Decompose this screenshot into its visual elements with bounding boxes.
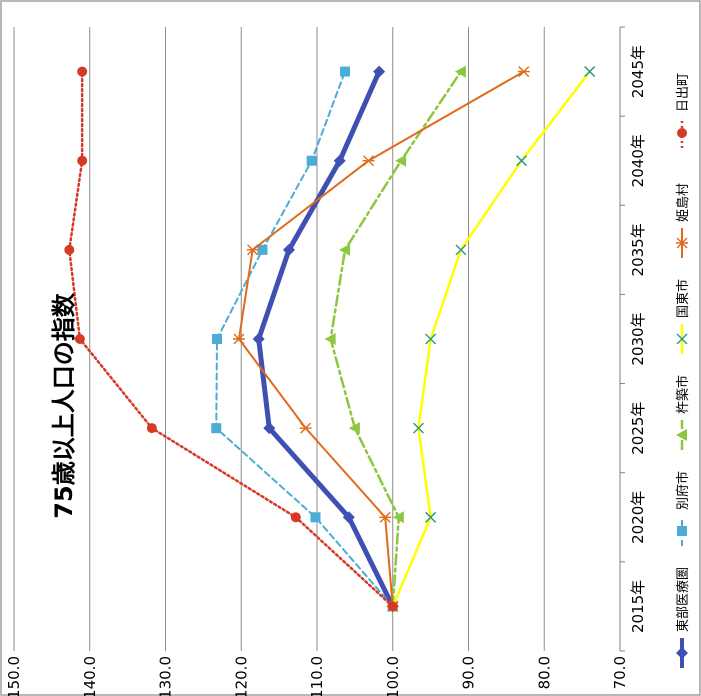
data-point (373, 65, 386, 78)
legend-label: 東部医療圏 (675, 567, 691, 632)
data-point (324, 333, 336, 345)
data-point (676, 429, 687, 441)
legend-label: 別府市 (675, 471, 691, 510)
data-point (299, 422, 312, 434)
data-point (517, 66, 530, 78)
data-point (362, 155, 375, 167)
data-point (252, 333, 265, 345)
x-tick-marks (620, 26, 625, 652)
legend-item: 東部医療圏 (675, 567, 691, 668)
data-point (677, 526, 687, 536)
y-tick-label: 130.0 (157, 656, 175, 696)
legend-item: 日出町 (676, 73, 691, 148)
data-point (212, 334, 223, 344)
x-tick-labels: 2015年 2020年 2025年 2030年 2035年 2040年 2045年 (629, 45, 647, 633)
data-point (676, 333, 688, 345)
data-point (282, 243, 295, 256)
data-point (412, 422, 425, 434)
series-group (64, 65, 596, 613)
legend-item: 国東市 (675, 279, 691, 354)
y-tick-label: 110.0 (308, 656, 326, 696)
data-point (246, 244, 259, 256)
x-tick-label: 2020年 (629, 491, 647, 544)
x-tick-label: 2025年 (629, 402, 647, 455)
data-point (340, 66, 351, 77)
data-point (263, 422, 276, 435)
data-point (211, 423, 222, 434)
data-point (310, 512, 321, 523)
data-point (77, 66, 88, 77)
legend-label: 杵築市 (675, 375, 691, 414)
data-point (232, 333, 245, 345)
y-tick-label: 120.0 (232, 656, 250, 696)
y-tick-label: 90.0 (460, 656, 478, 689)
data-point (584, 66, 596, 78)
legend-label: 国東市 (675, 279, 691, 318)
x-tick-label: 2040年 (629, 134, 647, 187)
y-tick-label: 70.0 (611, 656, 629, 689)
data-point (387, 601, 398, 612)
y-tick-label: 150.0 (5, 656, 23, 696)
data-point (306, 155, 317, 166)
legend-item: 杵築市 (675, 375, 691, 450)
data-point (348, 422, 360, 435)
series-2 (211, 66, 398, 612)
data-point (257, 244, 268, 255)
x-tick-label: 2045年 (629, 45, 647, 98)
data-point (455, 244, 467, 256)
x-tick-label: 2030年 (629, 312, 647, 365)
data-point (515, 155, 528, 167)
data-point (339, 243, 351, 256)
data-point (454, 65, 466, 78)
y-tick-labels: 70.0 80.0 90.0 100.0 110.0 120.0 130.0 140.0 150… (5, 656, 629, 696)
data-point (677, 128, 687, 138)
legend-label: 日出町 (676, 73, 691, 112)
legend-item: 姫島村 (676, 183, 691, 258)
series-6 (64, 66, 398, 612)
data-point (395, 154, 407, 167)
y-tick-label: 100.0 (384, 656, 402, 696)
data-point (333, 154, 346, 167)
data-point (74, 334, 85, 344)
data-point (146, 423, 157, 434)
y-tick-label: 140.0 (81, 656, 99, 696)
data-point (379, 511, 392, 523)
data-point (77, 155, 88, 166)
data-point (392, 511, 404, 524)
legend: 東部医療圏 別府市 杵築市 国東市 姫島村 日出町 (675, 73, 691, 668)
x-tick-label: 2015年 (629, 580, 647, 633)
y-tick-label: 80.0 (535, 656, 553, 689)
data-point (425, 511, 437, 523)
x-tick-label: 2035年 (629, 223, 647, 276)
chart-title: 75歳以上人口の指数 (50, 292, 78, 518)
legend-item: 別府市 (675, 471, 691, 546)
data-point (676, 647, 688, 659)
series-4 (387, 66, 596, 612)
data-point (64, 244, 75, 255)
legend-label: 姫島村 (676, 183, 691, 222)
data-point (290, 512, 301, 523)
data-point (676, 237, 688, 249)
data-point (425, 333, 437, 345)
